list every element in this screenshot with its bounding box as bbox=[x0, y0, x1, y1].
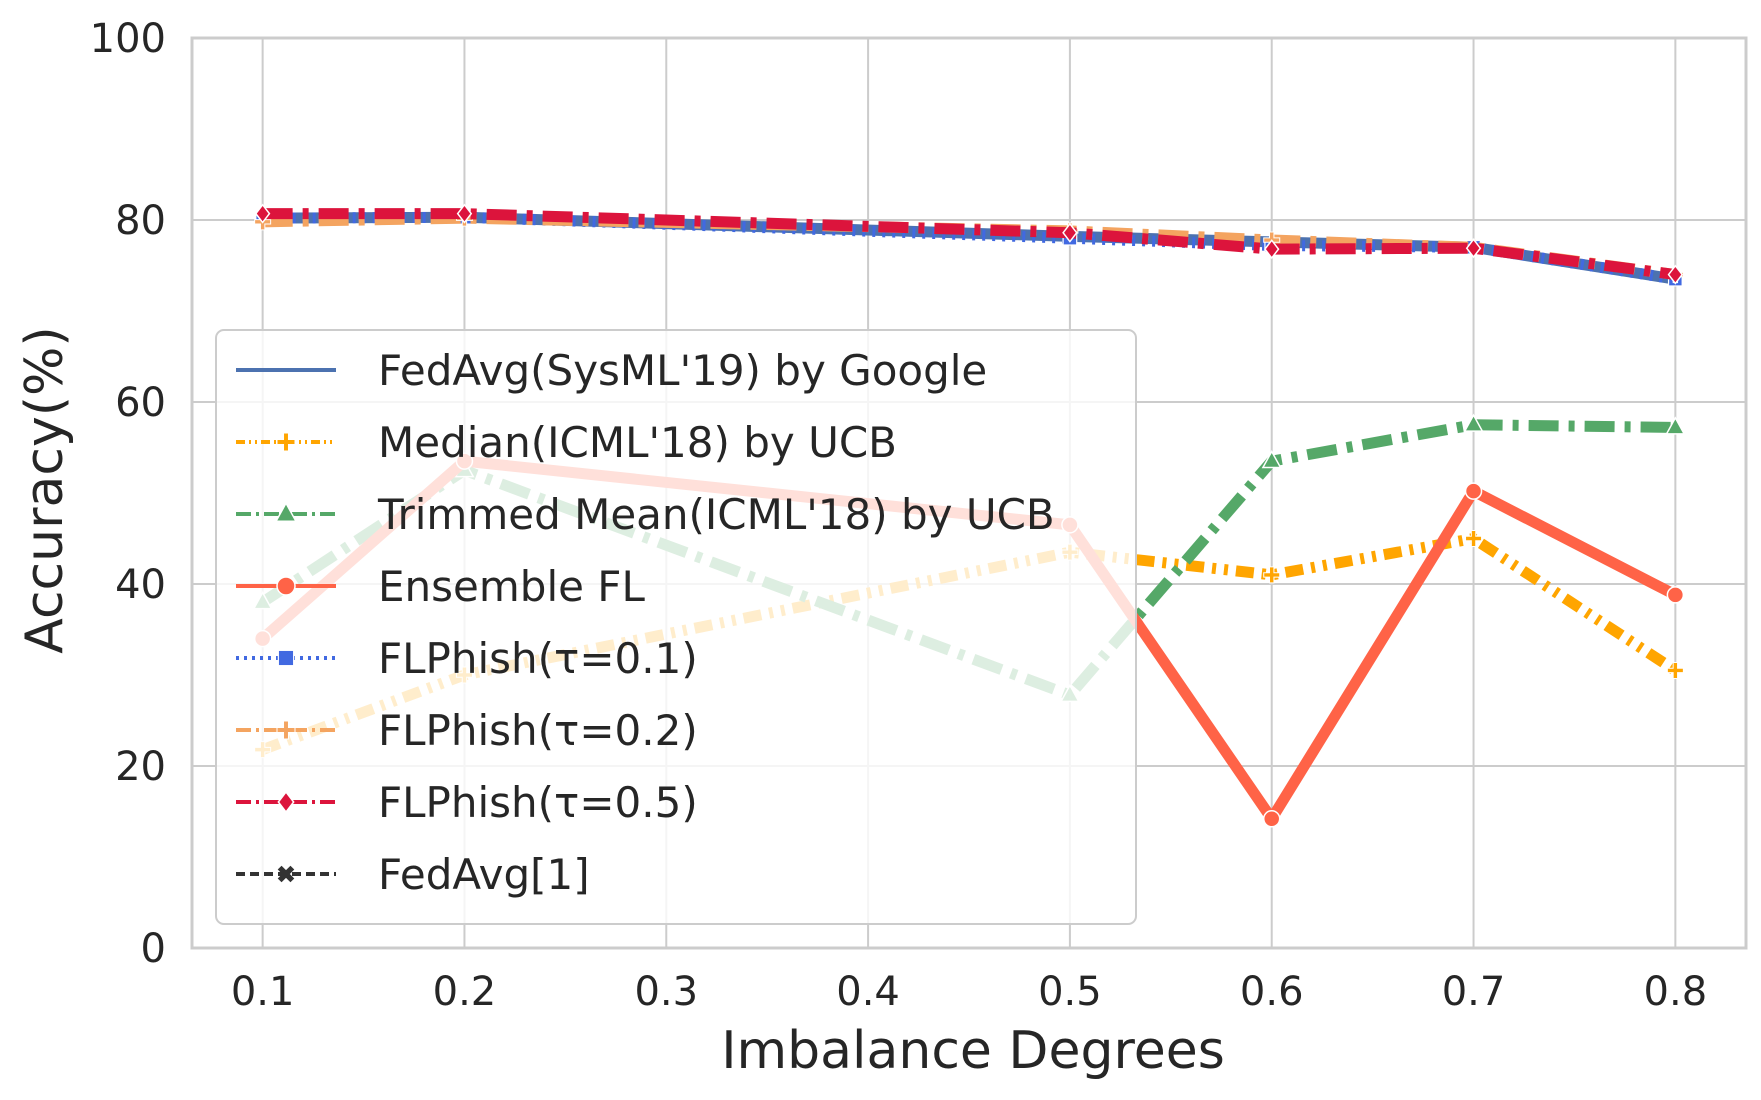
legend-item-flphish-0-2: FLPhish(τ=0.2) bbox=[236, 706, 698, 755]
y-tick-label: 60 bbox=[115, 380, 166, 426]
legend-item-fedavg-sysml-19-by-google: FedAvg(SysML'19) by Google bbox=[236, 346, 987, 395]
legend-marker bbox=[276, 432, 296, 452]
legend-marker bbox=[277, 649, 295, 667]
y-tick-label: 80 bbox=[115, 198, 166, 244]
legend-item-trimmed-mean-icml-18-by-ucb: Trimmed Mean(ICML'18) by UCB bbox=[236, 490, 1055, 539]
legend-marker bbox=[277, 790, 295, 814]
data-point bbox=[1261, 449, 1282, 469]
legend-label: Median(ICML'18) by UCB bbox=[378, 418, 897, 467]
y-axis-label: Accuracy(%) bbox=[15, 326, 75, 653]
data-point bbox=[1464, 482, 1483, 500]
x-axis-label: Imbalance Degrees bbox=[721, 1021, 1225, 1081]
legend-marker bbox=[274, 501, 298, 522]
legend-marker bbox=[277, 865, 295, 883]
x-axis-ticks: 0.1 0.2 0.3 0.4 0.5 0.6 0.7 0.8 bbox=[231, 969, 1707, 1015]
data-point bbox=[456, 203, 473, 224]
x-tick-label: 0.3 bbox=[634, 969, 698, 1015]
legend-item-flphish-0-1: FLPhish(τ=0.1) bbox=[236, 634, 698, 683]
legend-label: FLPhish(τ=0.1) bbox=[378, 634, 698, 683]
legend-label: FLPhish(τ=0.5) bbox=[378, 778, 698, 827]
x-tick-label: 0.6 bbox=[1240, 969, 1304, 1015]
data-point bbox=[1666, 661, 1684, 679]
x-tick-label: 0.5 bbox=[1038, 969, 1102, 1015]
data-point bbox=[1263, 566, 1281, 584]
x-tick-label: 0.4 bbox=[836, 969, 900, 1015]
data-point bbox=[254, 203, 271, 224]
series-line bbox=[262, 208, 1677, 281]
data-point bbox=[1666, 586, 1685, 604]
data-point bbox=[1262, 810, 1281, 828]
legend-label: Trimmed Mean(ICML'18) by UCB bbox=[377, 490, 1055, 539]
y-tick-label: 20 bbox=[115, 744, 166, 790]
legend: FedAvg(SysML'19) by Google Median(ICML'18… bbox=[215, 329, 1137, 925]
x-tick-label: 0.8 bbox=[1644, 969, 1708, 1015]
legend-item-ensemble-fl: Ensemble FL bbox=[236, 562, 645, 611]
legend-label: FedAvg[1] bbox=[378, 850, 590, 899]
data-point bbox=[1463, 413, 1484, 432]
y-axis-ticks: 0 20 40 60 80 100 bbox=[90, 16, 166, 972]
legend-marker bbox=[276, 576, 296, 596]
data-point bbox=[1062, 222, 1078, 243]
legend-box bbox=[215, 329, 1137, 925]
data-point bbox=[1667, 264, 1684, 285]
data-point bbox=[1465, 530, 1483, 547]
legend-label: FLPhish(τ=0.2) bbox=[378, 706, 698, 755]
legend-label: Ensemble FL bbox=[378, 562, 645, 611]
x-tick-label: 0.1 bbox=[231, 969, 295, 1015]
plot-area-frame bbox=[190, 36, 1748, 950]
data-point bbox=[1665, 416, 1686, 435]
plot-frame bbox=[190, 36, 1748, 950]
legend-item-flphish-0-5: FLPhish(τ=0.5) bbox=[236, 778, 698, 827]
y-tick-label: 0 bbox=[141, 926, 166, 972]
data-point bbox=[1263, 239, 1280, 260]
y-tick-label: 40 bbox=[115, 562, 166, 608]
legend-item-median-icml-18-by-ucb: Median(ICML'18) by UCB bbox=[236, 418, 897, 467]
legend-label: FedAvg(SysML'19) by Google bbox=[378, 346, 987, 395]
x-tick-label: 0.7 bbox=[1442, 969, 1506, 1015]
data-point bbox=[1465, 238, 1482, 259]
legend-item-fedavg-1: FedAvg[1] bbox=[236, 850, 590, 899]
legend-marker bbox=[276, 720, 296, 740]
series-flphish-0-5 bbox=[254, 203, 1684, 285]
y-tick-label: 100 bbox=[90, 16, 166, 62]
x-tick-label: 0.2 bbox=[433, 969, 497, 1015]
